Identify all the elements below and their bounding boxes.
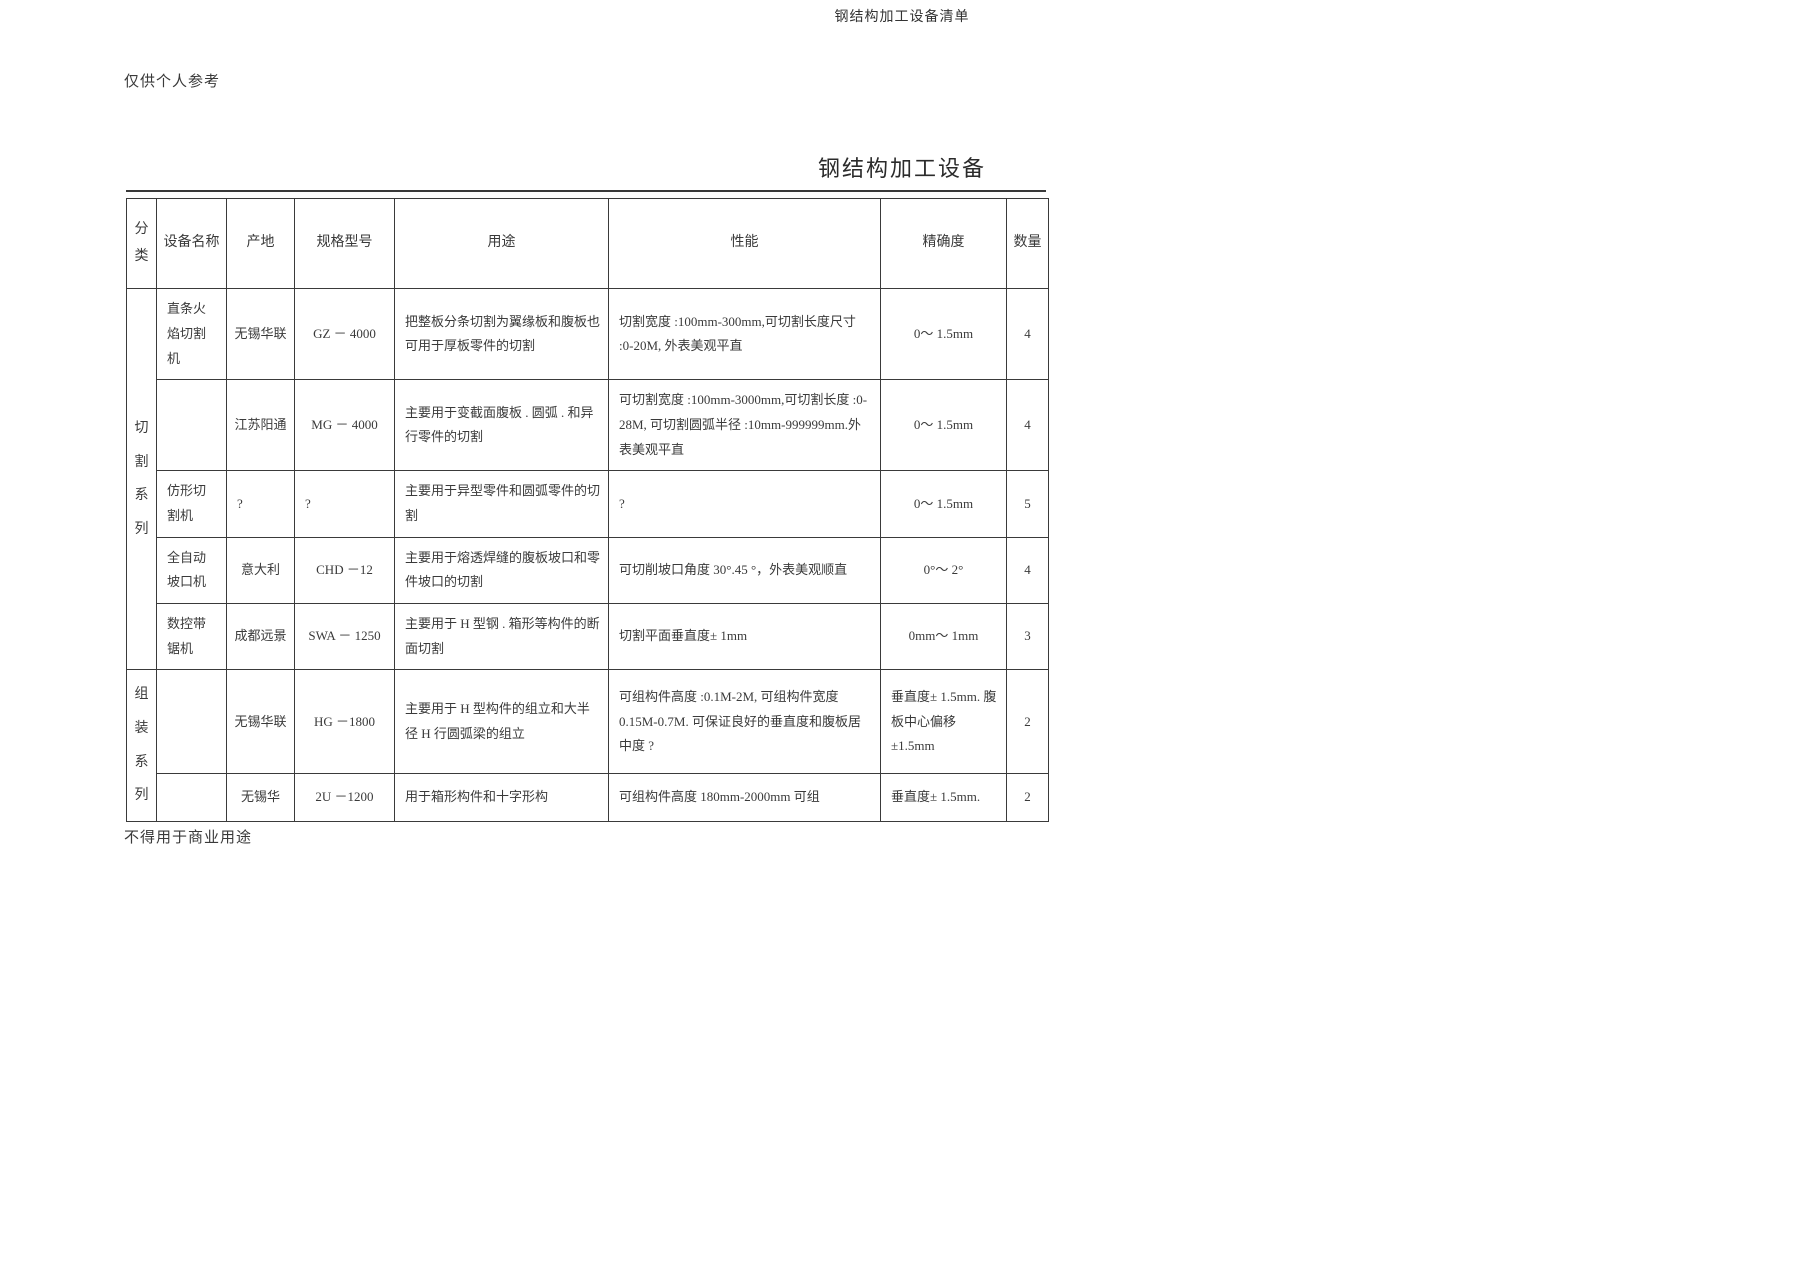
cell-accuracy: 垂直度± 1.5mm. 腹板中心偏移 ±1.5mm — [881, 670, 1007, 774]
cell-category-cutting: 切 割 系 列 — [127, 289, 157, 670]
cell-name: 仿形切割机 — [157, 471, 227, 537]
cell-performance: 可组构件高度 :0.1M-2M, 可组构件宽度 0.15M-0.7M. 可保证良… — [609, 670, 881, 774]
cell-accuracy: 垂直度± 1.5mm. — [881, 774, 1007, 822]
document-running-header: 钢结构加工设备清单 — [0, 0, 1804, 26]
cell-accuracy: 0mm～ 1mm — [881, 604, 1007, 670]
cell-usage: 主要用于熔透焊缝的腹板坡口和零件坡口的切割 — [395, 537, 609, 603]
page-title: 钢结构加工设备 — [0, 151, 1804, 183]
th-usage: 用途 — [395, 199, 609, 289]
th-origin: 产地 — [227, 199, 295, 289]
cell-name: 全自动坡口机 — [157, 537, 227, 603]
table-row: 数控带锯机 成都远景 SWA － 1250 主要用于 H 型钢 . 箱形等构件的… — [127, 604, 1049, 670]
cell-performance: 切割平面垂直度± 1mm — [609, 604, 881, 670]
cell-model: HG －1800 — [295, 670, 395, 774]
cell-name — [157, 774, 227, 822]
th-quantity: 数量 — [1007, 199, 1049, 289]
cell-quantity: 4 — [1007, 289, 1049, 380]
cell-performance: 可切割宽度 :100mm-3000mm,可切割长度 :0-28M, 可切割圆弧半… — [609, 380, 881, 471]
table-row: 江苏阳通 MG － 4000 主要用于变截面腹板 . 圆弧 . 和异行零件的切割… — [127, 380, 1049, 471]
cell-name: 直条火焰切割机 — [157, 289, 227, 380]
table-header-row: 分类 设备名称 产地 规格型号 用途 性能 精确度 数量 — [127, 199, 1049, 289]
cell-accuracy: 0～ 1.5mm — [881, 289, 1007, 380]
th-category: 分类 — [127, 199, 157, 289]
cell-origin: 成都远景 — [227, 604, 295, 670]
cell-quantity: 4 — [1007, 380, 1049, 471]
table-row: 切 割 系 列 直条火焰切割机 无锡华联 GZ － 4000 把整板分条切割为翼… — [127, 289, 1049, 380]
cell-name: 数控带锯机 — [157, 604, 227, 670]
cell-name — [157, 670, 227, 774]
equipment-table-wrap: 分类 设备名称 产地 规格型号 用途 性能 精确度 数量 切 割 — [126, 198, 1048, 822]
cell-model: SWA － 1250 — [295, 604, 395, 670]
cell-model: CHD －12 — [295, 537, 395, 603]
cell-origin: 意大利 — [227, 537, 295, 603]
cell-accuracy: 0°～ 2° — [881, 537, 1007, 603]
note-personal-use: 仅供个人参考 — [124, 70, 220, 91]
cell-usage: 主要用于 H 型构件的组立和大半径 H 行圆弧梁的组立 — [395, 670, 609, 774]
cell-model: ? — [295, 471, 395, 537]
th-accuracy: 精确度 — [881, 199, 1007, 289]
cell-performance: ? — [609, 471, 881, 537]
cell-quantity: 2 — [1007, 774, 1049, 822]
table-row: 仿形切割机 ? ? 主要用于异型零件和圆弧零件的切割 ? 0～ 1.5mm 5 — [127, 471, 1049, 537]
cell-usage: 把整板分条切割为翼缘板和腹板也可用于厚板零件的切割 — [395, 289, 609, 380]
cell-usage: 主要用于 H 型钢 . 箱形等构件的断面切割 — [395, 604, 609, 670]
cell-performance: 可组构件高度 180mm-2000mm 可组 — [609, 774, 881, 822]
document-page: 钢结构加工设备清单 仅供个人参考 钢结构加工设备 分类 设备名称 产地 规格型号… — [0, 0, 1804, 1274]
title-underline — [126, 190, 1046, 192]
th-model: 规格型号 — [295, 199, 395, 289]
table-row: 组 装 系 列 无锡华联 HG －1800 主要用于 H 型构件的组立和大半径 … — [127, 670, 1049, 774]
cell-origin: 江苏阳通 — [227, 380, 295, 471]
equipment-table: 分类 设备名称 产地 规格型号 用途 性能 精确度 数量 切 割 — [126, 198, 1049, 822]
cell-model: MG － 4000 — [295, 380, 395, 471]
cell-origin: 无锡华 — [227, 774, 295, 822]
cell-category-assembly: 组 装 系 列 — [127, 670, 157, 821]
table-row: 无锡华 2U －1200 用于箱形构件和十字形构 可组构件高度 180mm-20… — [127, 774, 1049, 822]
cell-performance: 切割宽度 :100mm-300mm,可切割长度尺寸 :0-20M, 外表美观平直 — [609, 289, 881, 380]
th-performance: 性能 — [609, 199, 881, 289]
table-row: 全自动坡口机 意大利 CHD －12 主要用于熔透焊缝的腹板坡口和零件坡口的切割… — [127, 537, 1049, 603]
th-name: 设备名称 — [157, 199, 227, 289]
cell-origin: ? — [227, 471, 295, 537]
cell-usage: 主要用于异型零件和圆弧零件的切割 — [395, 471, 609, 537]
cell-accuracy: 0～ 1.5mm — [881, 380, 1007, 471]
cell-quantity: 3 — [1007, 604, 1049, 670]
cell-usage: 主要用于变截面腹板 . 圆弧 . 和异行零件的切割 — [395, 380, 609, 471]
cell-usage: 用于箱形构件和十字形构 — [395, 774, 609, 822]
cell-model: GZ － 4000 — [295, 289, 395, 380]
cell-accuracy: 0～ 1.5mm — [881, 471, 1007, 537]
cell-origin: 无锡华联 — [227, 289, 295, 380]
note-no-commercial-use: 不得用于商业用途 — [124, 826, 252, 847]
cell-quantity: 4 — [1007, 537, 1049, 603]
cell-quantity: 5 — [1007, 471, 1049, 537]
th-category-text: 分类 — [135, 217, 149, 270]
cell-name — [157, 380, 227, 471]
cell-quantity: 2 — [1007, 670, 1049, 774]
cell-model: 2U －1200 — [295, 774, 395, 822]
cell-performance: 可切削坡口角度 30°.45 °，外表美观顺直 — [609, 537, 881, 603]
cell-origin: 无锡华联 — [227, 670, 295, 774]
